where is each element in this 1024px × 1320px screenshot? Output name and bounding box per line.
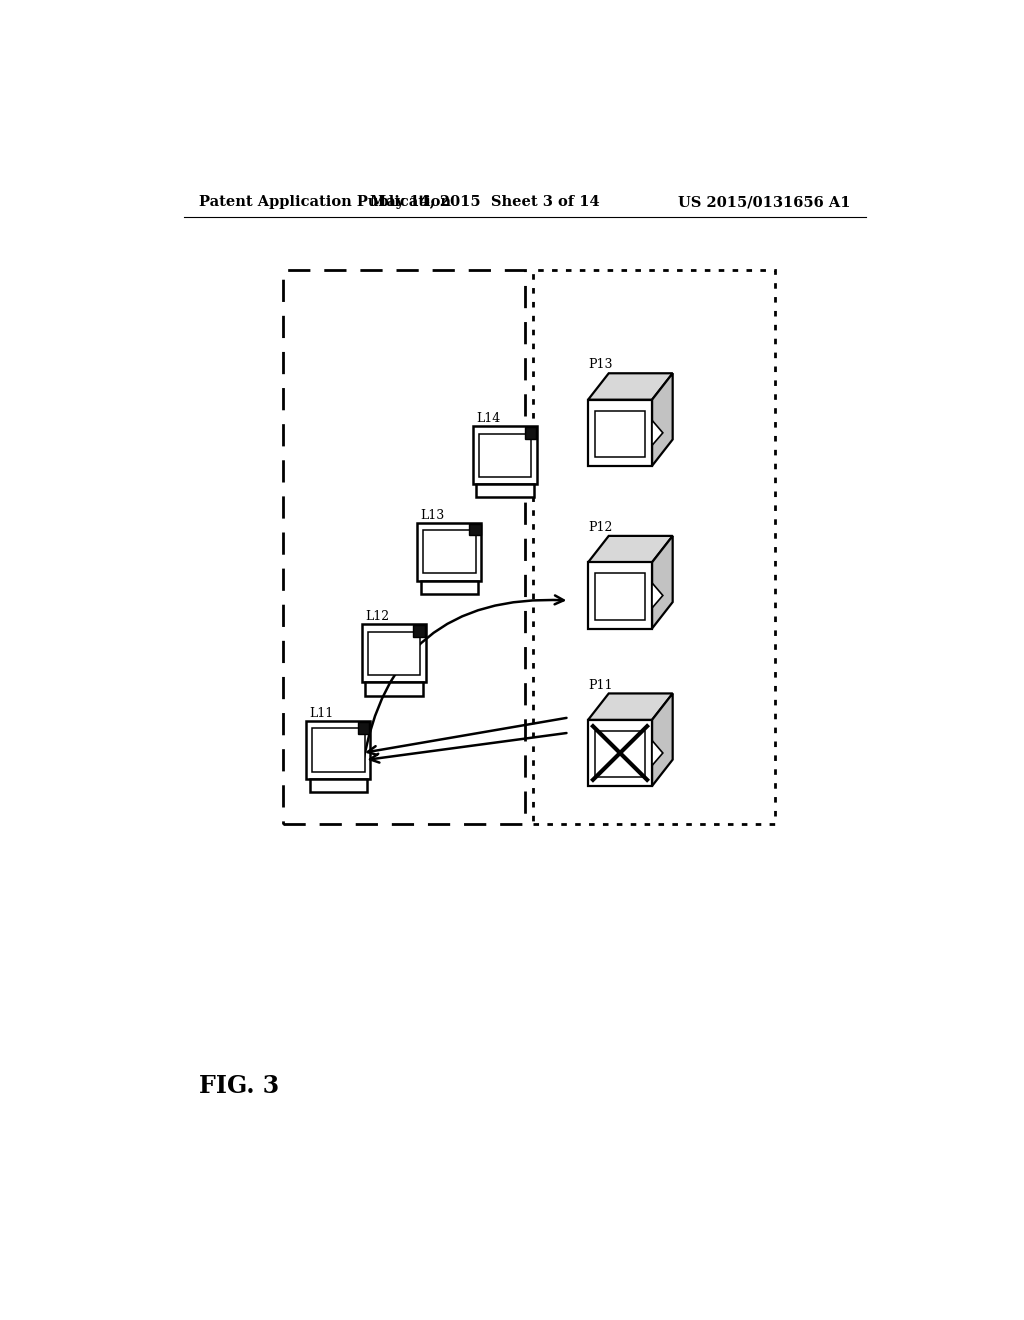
- FancyBboxPatch shape: [414, 626, 425, 638]
- Polygon shape: [588, 693, 673, 719]
- FancyBboxPatch shape: [588, 400, 652, 466]
- FancyBboxPatch shape: [368, 632, 420, 675]
- Polygon shape: [652, 420, 663, 445]
- FancyBboxPatch shape: [309, 779, 367, 792]
- Text: May 14, 2015  Sheet 3 of 14: May 14, 2015 Sheet 3 of 14: [371, 195, 600, 209]
- Text: P13: P13: [588, 359, 612, 371]
- FancyBboxPatch shape: [476, 484, 534, 498]
- FancyBboxPatch shape: [423, 531, 475, 573]
- Polygon shape: [652, 583, 663, 609]
- FancyBboxPatch shape: [361, 624, 426, 682]
- FancyBboxPatch shape: [418, 523, 481, 581]
- Polygon shape: [588, 536, 673, 562]
- FancyBboxPatch shape: [306, 721, 371, 779]
- Polygon shape: [652, 741, 663, 766]
- FancyBboxPatch shape: [588, 719, 652, 787]
- FancyBboxPatch shape: [469, 524, 480, 536]
- Polygon shape: [652, 536, 673, 628]
- FancyBboxPatch shape: [595, 731, 645, 777]
- Text: FIG. 3: FIG. 3: [200, 1074, 280, 1098]
- Text: US 2015/0131656 A1: US 2015/0131656 A1: [678, 195, 850, 209]
- FancyBboxPatch shape: [479, 433, 531, 477]
- FancyBboxPatch shape: [524, 428, 537, 438]
- Text: L14: L14: [476, 412, 501, 425]
- FancyBboxPatch shape: [473, 426, 537, 484]
- Text: L13: L13: [421, 508, 445, 521]
- FancyBboxPatch shape: [358, 722, 370, 734]
- FancyBboxPatch shape: [366, 682, 423, 696]
- Text: P12: P12: [588, 521, 612, 535]
- Text: L12: L12: [366, 610, 389, 623]
- Text: P11: P11: [588, 678, 612, 692]
- Polygon shape: [652, 693, 673, 787]
- FancyBboxPatch shape: [588, 562, 652, 628]
- FancyBboxPatch shape: [421, 581, 478, 594]
- Text: L11: L11: [309, 706, 334, 719]
- Polygon shape: [652, 374, 673, 466]
- Polygon shape: [588, 374, 673, 400]
- FancyBboxPatch shape: [595, 573, 645, 619]
- FancyBboxPatch shape: [312, 729, 365, 772]
- FancyBboxPatch shape: [595, 411, 645, 457]
- Text: Patent Application Publication: Patent Application Publication: [200, 195, 452, 209]
